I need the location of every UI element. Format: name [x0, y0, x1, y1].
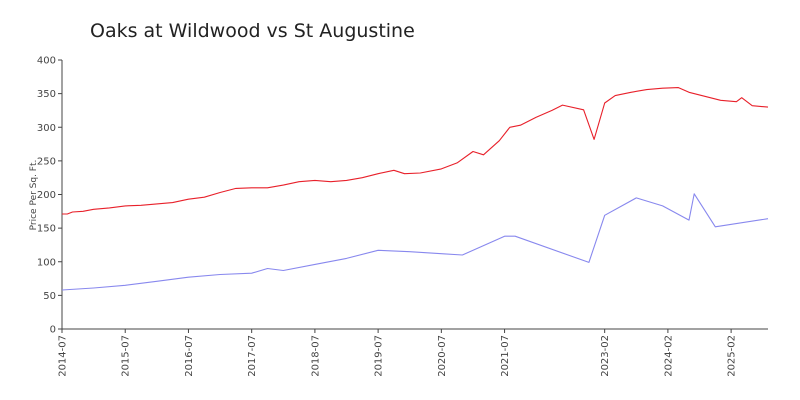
- series-line-1: [62, 87, 769, 215]
- x-tick-label: 2020-07: [437, 335, 448, 377]
- x-tick-label: 2015-07: [121, 335, 132, 377]
- y-tick-label: 400: [37, 56, 56, 67]
- x-tick-label: 2014-07: [58, 335, 69, 377]
- y-axis-label: Price Per Sq. Ft.: [29, 160, 39, 231]
- y-tick-label: 150: [37, 224, 56, 235]
- chart-title: Oaks at Wildwood vs St Augustine: [90, 20, 415, 42]
- series-layer: [61, 87, 769, 291]
- x-tick-label: 2018-07: [310, 335, 321, 377]
- y-tick-label: 350: [37, 89, 56, 100]
- y-tick-label: 50: [43, 291, 56, 302]
- x-tick-label: 2019-07: [374, 335, 385, 377]
- x-tick-label: 2023-02: [600, 335, 611, 377]
- x-tick-label: 2016-07: [184, 335, 195, 377]
- x-tick-label: 2017-07: [247, 335, 258, 377]
- y-tick-label: 0: [50, 325, 56, 336]
- x-tick-label: 2025-02: [727, 335, 738, 377]
- y-tick-label: 100: [37, 257, 56, 268]
- y-tick-label: 250: [37, 156, 56, 167]
- x-tick-label: 2021-07: [500, 335, 511, 377]
- series-line-2: [61, 193, 769, 291]
- x-ticks: 2014-07 2015-07 2016-07 2017-07 2018-07 2019-…: [58, 329, 738, 377]
- y-ticks: 0 50 100 150 200 250 300 350 400: [37, 56, 62, 336]
- y-tick-label: 200: [37, 190, 56, 201]
- y-tick-label: 300: [37, 123, 56, 134]
- x-tick-label: 2024-02: [663, 335, 674, 377]
